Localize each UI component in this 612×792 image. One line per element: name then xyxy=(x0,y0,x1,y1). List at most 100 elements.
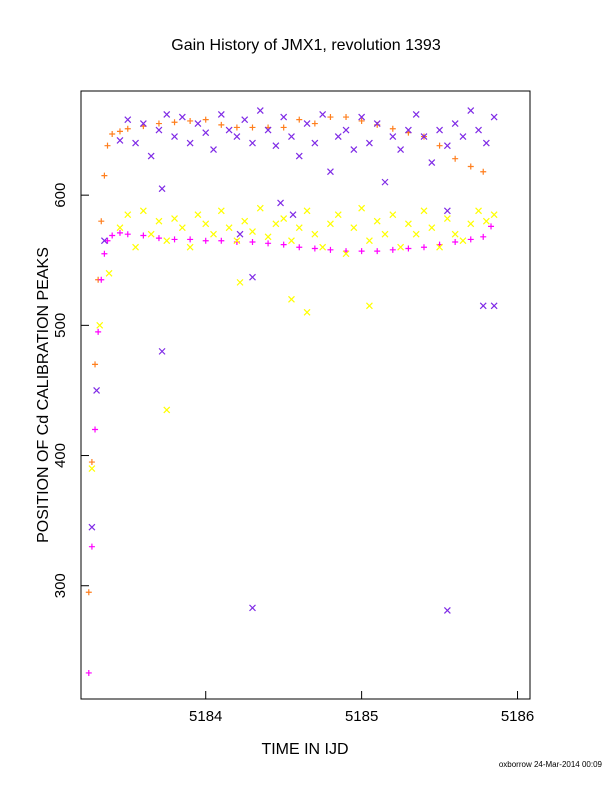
point-magenta-6 xyxy=(104,237,111,244)
point-yellow-24 xyxy=(280,215,288,223)
y-tick-label-2: 500 xyxy=(52,313,69,338)
point-purple-25 xyxy=(288,133,295,140)
point-purple-56 xyxy=(277,199,284,207)
point-yellow-18 xyxy=(233,237,241,245)
data-marks xyxy=(85,107,498,676)
point-purple-35 xyxy=(365,139,373,147)
point-purple-22 xyxy=(264,126,272,134)
y-axis-label: POSITION OF Cd CALIBRATION PEAKS xyxy=(35,247,52,543)
point-purple-45 xyxy=(443,142,451,150)
point-orange-29 xyxy=(436,142,443,149)
point-purple-43 xyxy=(428,159,436,167)
point-purple-37 xyxy=(381,178,389,186)
point-magenta-32 xyxy=(480,233,487,240)
point-purple-51 xyxy=(490,113,498,121)
point-yellow-7 xyxy=(147,230,155,238)
point-yellow-8 xyxy=(155,217,163,225)
point-magenta-4 xyxy=(98,276,105,283)
point-purple-13 xyxy=(194,120,202,127)
point-yellow-30 xyxy=(327,220,334,228)
point-purple-60 xyxy=(490,302,498,310)
point-yellow-40 xyxy=(404,220,412,228)
point-magenta-27 xyxy=(405,245,412,252)
point-yellow-37 xyxy=(381,230,389,238)
point-purple-14 xyxy=(202,129,210,137)
point-magenta-28 xyxy=(420,244,427,251)
point-orange-11 xyxy=(155,120,162,127)
point-yellow-11 xyxy=(178,224,186,232)
point-orange-16 xyxy=(233,124,240,131)
point-purple-46 xyxy=(451,120,459,127)
point-purple-42 xyxy=(420,133,428,140)
point-purple-27 xyxy=(303,120,311,127)
point-orange-20 xyxy=(296,116,303,123)
point-yellow-26 xyxy=(295,224,303,232)
point-yellow-28 xyxy=(311,230,319,238)
point-purple-28 xyxy=(311,139,319,147)
point-orange-12 xyxy=(171,119,178,126)
point-yellow-36 xyxy=(373,217,381,225)
point-orange-4 xyxy=(98,218,105,225)
point-yellow-39 xyxy=(397,243,405,251)
point-orange-15 xyxy=(218,121,225,128)
point-purple-23 xyxy=(272,142,280,150)
point-purple-7 xyxy=(147,152,155,160)
point-purple-55 xyxy=(249,273,256,281)
point-yellow-16 xyxy=(217,207,225,215)
point-magenta-30 xyxy=(452,239,459,246)
point-yellow-27 xyxy=(303,207,311,215)
point-orange-6 xyxy=(104,142,111,149)
point-yellow-35 xyxy=(365,237,373,245)
point-purple-4 xyxy=(124,116,132,124)
point-magenta-18 xyxy=(265,240,272,247)
point-purple-32 xyxy=(342,126,350,134)
point-magenta-5 xyxy=(101,250,108,257)
point-magenta-12 xyxy=(171,236,178,243)
point-purple-34 xyxy=(358,113,366,121)
point-magenta-20 xyxy=(296,244,303,251)
chart-title: Gain History of JMX1, revolution 1393 xyxy=(171,37,441,54)
point-purple-29 xyxy=(319,111,327,118)
point-orange-13 xyxy=(187,117,194,124)
point-yellow-29 xyxy=(319,243,327,251)
point-magenta-25 xyxy=(374,248,381,255)
point-orange-1 xyxy=(88,459,95,466)
point-purple-17 xyxy=(225,126,233,134)
point-orange-9 xyxy=(124,125,131,132)
point-magenta-19 xyxy=(280,241,287,248)
point-purple-61 xyxy=(249,604,256,612)
point-purple-21 xyxy=(256,107,264,114)
axes: 5184 5185 5186 300 400 500 600 xyxy=(52,183,534,725)
point-purple-8 xyxy=(155,126,163,134)
point-purple-5 xyxy=(132,139,139,147)
point-yellow-15 xyxy=(210,230,217,238)
x-tick-label-0: 5184 xyxy=(189,708,222,725)
y-tick-label-1: 400 xyxy=(52,443,69,468)
point-purple-57 xyxy=(289,211,297,219)
point-purple-62 xyxy=(443,607,451,614)
x-tick-label-2: 5186 xyxy=(501,708,534,725)
point-magenta-10 xyxy=(140,232,147,239)
point-orange-22 xyxy=(327,114,334,121)
point-purple-16 xyxy=(217,111,225,118)
point-yellow-42 xyxy=(420,207,428,215)
point-magenta-22 xyxy=(327,246,334,253)
point-yellow-10 xyxy=(171,215,178,223)
point-orange-8 xyxy=(116,128,123,135)
point-purple-33 xyxy=(350,146,358,154)
point-yellow-50 xyxy=(482,217,490,225)
point-orange-14 xyxy=(202,116,209,123)
point-purple-11 xyxy=(178,113,186,121)
point-purple-15 xyxy=(210,146,217,154)
point-yellow-22 xyxy=(264,233,272,241)
point-yellow-4 xyxy=(124,211,132,219)
point-orange-19 xyxy=(280,124,287,131)
point-purple-0 xyxy=(88,523,96,531)
point-magenta-21 xyxy=(311,245,318,252)
point-yellow-20 xyxy=(249,228,256,236)
footer-credit: oxborrow 24-Mar-2014 00:09 xyxy=(498,760,602,769)
point-magenta-26 xyxy=(389,246,396,253)
point-purple-48 xyxy=(467,107,475,114)
point-purple-54 xyxy=(236,230,244,238)
